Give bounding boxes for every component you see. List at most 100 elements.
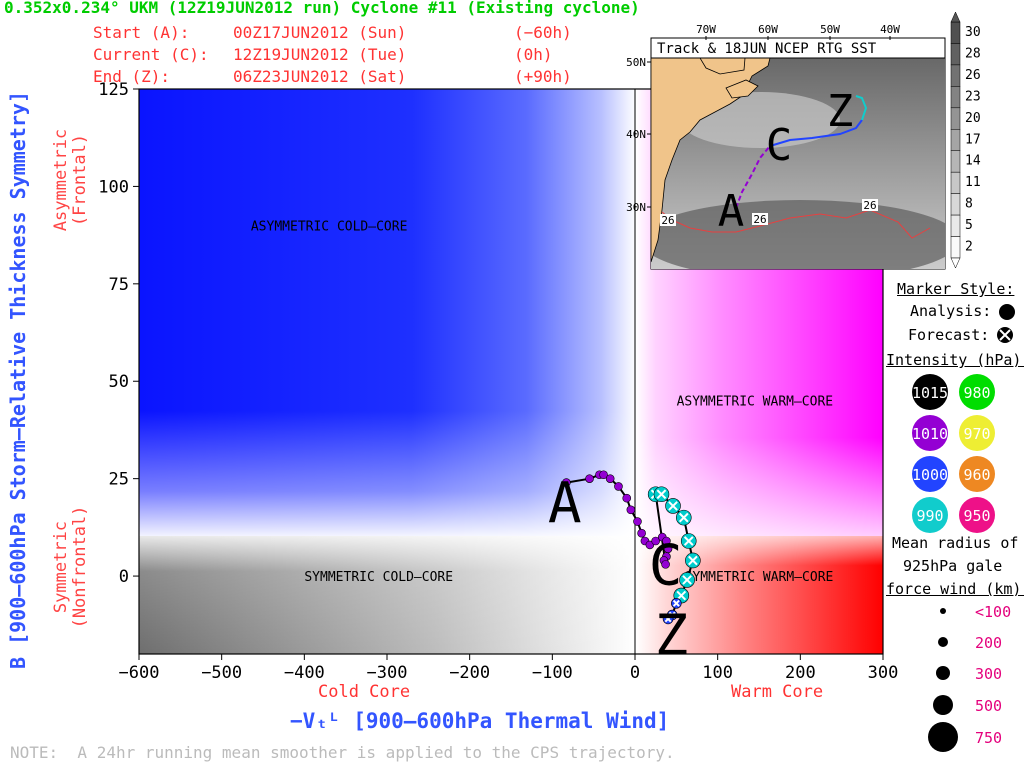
region-label: ASYMMETRIC WARM–CORE — [677, 395, 834, 410]
legend-intensity-label: 1010 — [912, 425, 948, 443]
start-offset: (−60h) — [514, 23, 572, 42]
inset-ticks: 70W 60W 50W 40W 50N 40N 30N — [626, 23, 900, 214]
analysis-point — [585, 474, 594, 483]
x-tick-label: −200 — [449, 663, 490, 683]
x-tick-label: 100 — [702, 663, 733, 683]
x-left-desc: Cold Core — [318, 682, 411, 702]
legend-intensity-label: 970 — [963, 425, 990, 443]
header-offsets: (−60h) (0h) (+90h) — [514, 22, 572, 88]
header-labels: Start (A): Current (C): End (Z): — [93, 22, 209, 88]
end-time: 06Z23JUN2012 (Sat) — [233, 67, 407, 86]
legend-radius-marker — [940, 608, 946, 614]
chart-title: 0.352x0.234° UKM (12Z19JUN2012 run) Cycl… — [4, 0, 640, 17]
inset-letter-c: C — [766, 120, 793, 171]
forecast-point-cross — [688, 555, 698, 566]
legend-intensity-circle — [959, 374, 995, 410]
inset-title: Track & 18JUN NCEP RTG SST — [657, 41, 877, 57]
legend-forecast-cross — [999, 329, 1011, 341]
inset-title-box — [650, 37, 946, 59]
current-label: Current (C): — [93, 45, 209, 64]
start-label: Start (A): — [93, 23, 190, 42]
analysis-point — [651, 536, 660, 546]
inset-letter-a: A — [718, 186, 745, 237]
inset-lat-label: 40N — [626, 128, 646, 141]
inset-track-forecast-cyan — [855, 95, 868, 121]
sst-colorbar-cell — [950, 236, 961, 259]
inset-lat-label: 50N — [626, 56, 646, 69]
track-letter-a: A — [548, 471, 582, 536]
legend-radius-title-3: force wind (km): — [886, 580, 1024, 598]
plot-frame — [138, 88, 884, 655]
inset-land-island — [725, 79, 759, 99]
x-tick-label: 200 — [785, 663, 816, 683]
region-label: SYMMETRIC COLD–CORE — [304, 570, 453, 585]
x-right-desc: Warm Core — [731, 682, 824, 702]
x-tick-label: −100 — [532, 663, 573, 683]
legend-radius-label: 200 — [975, 634, 1002, 652]
inset-warm-patch — [651, 200, 945, 269]
legend-radius-label: 500 — [975, 697, 1002, 715]
axes: −600 −500 −400 −300 −200 −100 0 100 200 300 0 25 50 7… — [98, 80, 898, 683]
legend-radius-label: 750 — [975, 729, 1002, 747]
forecast-point-cross — [678, 512, 689, 523]
legend-intensity-circle — [912, 497, 948, 533]
sst-colorbar-cell — [950, 150, 961, 173]
y-tick-label: 25 — [109, 470, 129, 490]
legend-intensity-circle — [959, 497, 995, 533]
analysis-point — [626, 505, 636, 515]
y-tick-label: 125 — [98, 80, 129, 100]
x-tick-label: 0 — [630, 663, 640, 683]
inset-lat-label: 30N — [626, 201, 646, 214]
asym-cold-fade — [139, 89, 636, 536]
sst-colorbar-cell — [950, 193, 961, 216]
y-tick-label: 100 — [98, 177, 129, 197]
legend-radius-marker — [938, 637, 948, 647]
legend-intensity-label: 980 — [963, 384, 990, 402]
inset-contour-label: 26 — [661, 214, 674, 227]
legend-graphics: 1015 980 1010 970 1000 960 990 950 <100 200 300 500… — [912, 304, 1015, 752]
forecast-point-cross — [656, 489, 667, 500]
sst-colorbar-label: 30 — [965, 25, 981, 40]
legend-intensity-title: Intensity (hPa): — [886, 351, 1024, 369]
legend-intensity-circle — [912, 415, 948, 451]
inset-lon-label: 60W — [758, 23, 778, 36]
forecast-point-cross — [668, 501, 678, 511]
inset-land-north — [699, 58, 746, 75]
inset-letter-z: Z — [827, 86, 854, 137]
y-tick-label: 50 — [109, 372, 129, 392]
legend-radius-title-1: Mean radius of — [892, 534, 1019, 552]
x-tick-label: −500 — [201, 663, 242, 683]
current-time: 12Z19JUN2012 (Tue) — [233, 45, 407, 64]
sst-colorbar-cell — [950, 171, 961, 194]
x-tick-label: −300 — [367, 663, 408, 683]
analysis-point — [637, 528, 646, 538]
sst-colorbar-label: 28 — [965, 46, 981, 61]
legend-radius-marker — [928, 722, 958, 752]
x-axis-title: −Vₜᴸ [900–600hPa Thermal Wind] — [290, 709, 670, 733]
legend-analysis-marker — [999, 304, 1015, 320]
inset-lon-label: 50W — [820, 23, 840, 36]
sst-colorbar-label: 2 — [965, 240, 973, 255]
analysis-point — [633, 517, 642, 526]
region-label: SYMMETRIC WARM–CORE — [685, 570, 834, 585]
forecast-point-cross — [672, 599, 680, 607]
legend-radius-title-2: 925hPa gale — [903, 557, 1003, 575]
inset-track-analysis — [735, 145, 771, 209]
y-tick-label: 0 — [119, 567, 129, 587]
forecast-point-cross — [683, 536, 694, 546]
legend-intensity-label: 1015 — [912, 384, 948, 402]
legend-intensity-label: 990 — [916, 507, 943, 525]
inset-contour-label: 26 — [863, 199, 876, 212]
inset-letters: ACZ — [718, 86, 854, 237]
track-letter-c: C — [649, 533, 683, 598]
sst-colorbar-cell — [950, 107, 961, 130]
legend-panel: Marker Style: Analysis: Forecast: Intens… — [883, 282, 1024, 768]
end-label: End (Z): — [93, 67, 171, 86]
sst-colorbar-cell — [950, 129, 961, 151]
forecast-point-cross — [676, 590, 687, 601]
sst-colorbar-label: 23 — [965, 89, 981, 104]
analysis-point — [622, 493, 632, 503]
legend-intensity-circle — [912, 456, 948, 492]
legend-intensity-circle — [959, 415, 995, 451]
legend-radius-label: 300 — [975, 665, 1002, 683]
